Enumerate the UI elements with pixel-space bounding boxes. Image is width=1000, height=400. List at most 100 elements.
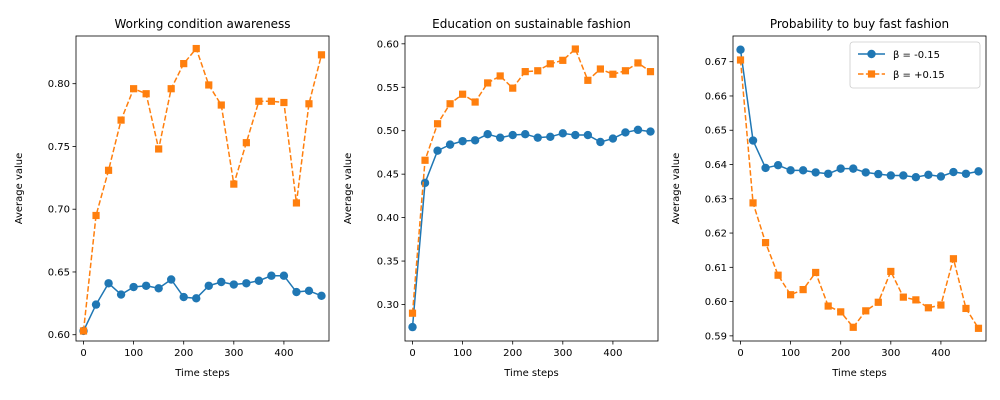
data-point [812,268,820,277]
data-point [254,276,264,285]
data-point [230,180,238,188]
data-point [433,120,442,128]
data-point [104,279,113,288]
data-point [483,129,492,139]
data-point [129,282,138,292]
y-tick-label: 0.30 [377,300,399,311]
subplot-1: Working condition awareness 0 100 200 300 400… [14,17,330,379]
legend-box [849,41,981,89]
x-tick-label: 400 [274,348,293,359]
data-point [899,171,908,180]
data-point [761,163,770,173]
data-point [949,255,958,263]
data-point [180,60,188,68]
series-beta-neg [79,271,326,336]
data-point [166,275,176,284]
data-point [924,170,933,179]
x-tick-label: 0 [737,348,743,359]
data-point [255,97,263,105]
series-beta-neg [736,45,983,182]
y-tick-label: 0.62 [705,229,727,240]
data-point [787,291,795,299]
x-tick-label: 400 [603,348,622,359]
data-point [974,324,983,332]
legend-label: β = -0.15 [893,50,940,61]
data-point [445,140,455,149]
x-axis-label: Time steps [831,368,887,379]
data-point [961,169,971,178]
data-point [773,160,783,170]
data-point [92,211,100,220]
data-point [874,169,883,179]
data-point [154,284,163,293]
data-point [408,322,417,332]
data-point [534,67,542,75]
y-tick-label: 0.67 [705,57,727,68]
data-point [167,85,175,93]
y-tick-label: 0.63 [705,194,727,205]
data-point [317,291,326,301]
data-point [736,45,745,54]
chart-title: Education on sustainable fashion [432,17,631,31]
data-point [229,280,239,289]
x-tick-label: 100 [124,348,143,359]
series-beta-pos [408,45,655,317]
x-tick-label: 100 [453,348,472,359]
series-beta-pos [736,56,983,332]
y-tick-label: 0.61 [705,263,727,274]
subplot-2: Education on sustainable fashion 0 100 200 3… [343,17,659,379]
data-point [558,129,568,138]
data-point [609,70,617,78]
data-point [117,116,125,124]
data-point [761,239,770,247]
y-tick-label: 0.65 [48,267,70,278]
x-tick-label: 300 [553,348,572,359]
y-tick-label: 0.75 [48,142,70,153]
data-point [305,100,313,108]
data-point [799,285,807,294]
data-point [508,130,517,140]
x-tick-label: 0 [80,348,86,359]
data-point [459,90,467,98]
data-point [317,51,326,59]
legend: β = -0.15 β = +0.15 [849,41,981,89]
x-axis-label: Time steps [174,368,230,379]
data-point [205,81,213,89]
y-tick-label: 0.65 [705,126,727,137]
x-tick-label: 200 [503,348,522,359]
data-point [204,281,213,290]
data-point [559,56,567,64]
data-point [887,267,895,276]
data-point [786,166,795,175]
data-point [911,172,921,182]
data-point [811,168,820,177]
y-tick-label: 0.35 [377,257,399,268]
data-point [646,68,655,76]
data-point [521,68,529,76]
data-point [583,130,593,140]
data-point [471,98,479,106]
data-point [936,172,946,181]
legend-marker [867,70,876,78]
chart-title: Probability to buy fast fashion [770,17,949,31]
data-point [749,199,757,207]
data-point [279,271,289,280]
data-point [571,130,580,140]
data-point [142,90,150,98]
data-point [646,127,655,136]
data-point [824,302,832,310]
data-point [962,304,970,313]
data-point [874,298,882,306]
data-point [584,76,592,84]
data-point [596,65,604,73]
data-point [748,136,758,145]
data-point [546,132,555,141]
data-point [837,308,845,316]
data-point [937,301,945,309]
data-point [774,271,782,279]
y-tick-label: 0.55 [377,83,399,94]
data-point [521,129,530,139]
data-point [292,199,301,207]
data-point [621,67,630,75]
